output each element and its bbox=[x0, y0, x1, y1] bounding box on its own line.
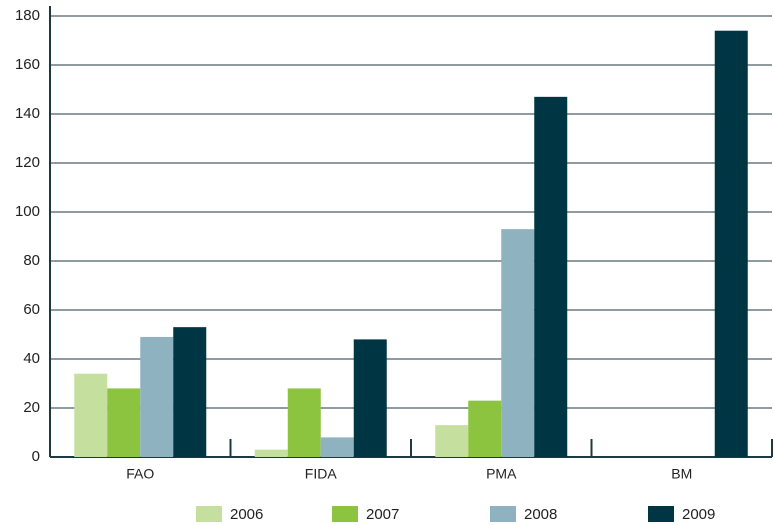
legend-label: 2009 bbox=[682, 506, 715, 523]
bar bbox=[435, 425, 469, 457]
x-tick-label: FAO bbox=[126, 466, 154, 482]
bar bbox=[501, 229, 535, 457]
bar bbox=[173, 327, 207, 457]
bar bbox=[320, 437, 354, 457]
y-tick-label: 100 bbox=[15, 203, 40, 220]
bar bbox=[353, 339, 387, 457]
bar bbox=[74, 373, 108, 457]
bar bbox=[140, 336, 174, 457]
y-tick-label: 60 bbox=[23, 301, 40, 318]
y-tick-label: 20 bbox=[23, 399, 40, 416]
bar bbox=[714, 30, 748, 457]
legend-label: 2007 bbox=[366, 506, 399, 523]
y-tick-label: 40 bbox=[23, 350, 40, 367]
legend-label: 2006 bbox=[230, 506, 263, 523]
y-tick-label: 0 bbox=[32, 448, 40, 465]
y-tick-label: 140 bbox=[15, 105, 40, 122]
bar bbox=[107, 388, 141, 457]
legend-swatch bbox=[196, 506, 222, 522]
bar bbox=[534, 96, 568, 457]
legend-swatch bbox=[332, 506, 358, 522]
y-tick-label: 120 bbox=[15, 154, 40, 171]
y-tick-label: 180 bbox=[15, 7, 40, 24]
legend-swatch bbox=[648, 506, 674, 522]
bar bbox=[468, 400, 502, 457]
bar bbox=[287, 388, 321, 457]
legend-label: 2008 bbox=[524, 506, 557, 523]
x-tick-label: BM bbox=[671, 466, 692, 482]
x-tick-label: PMA bbox=[486, 466, 517, 482]
legend-swatch bbox=[490, 506, 516, 522]
x-tick-label: FIDA bbox=[305, 466, 338, 482]
y-tick-label: 80 bbox=[23, 252, 40, 269]
bar bbox=[254, 449, 288, 457]
y-tick-label: 160 bbox=[15, 56, 40, 73]
